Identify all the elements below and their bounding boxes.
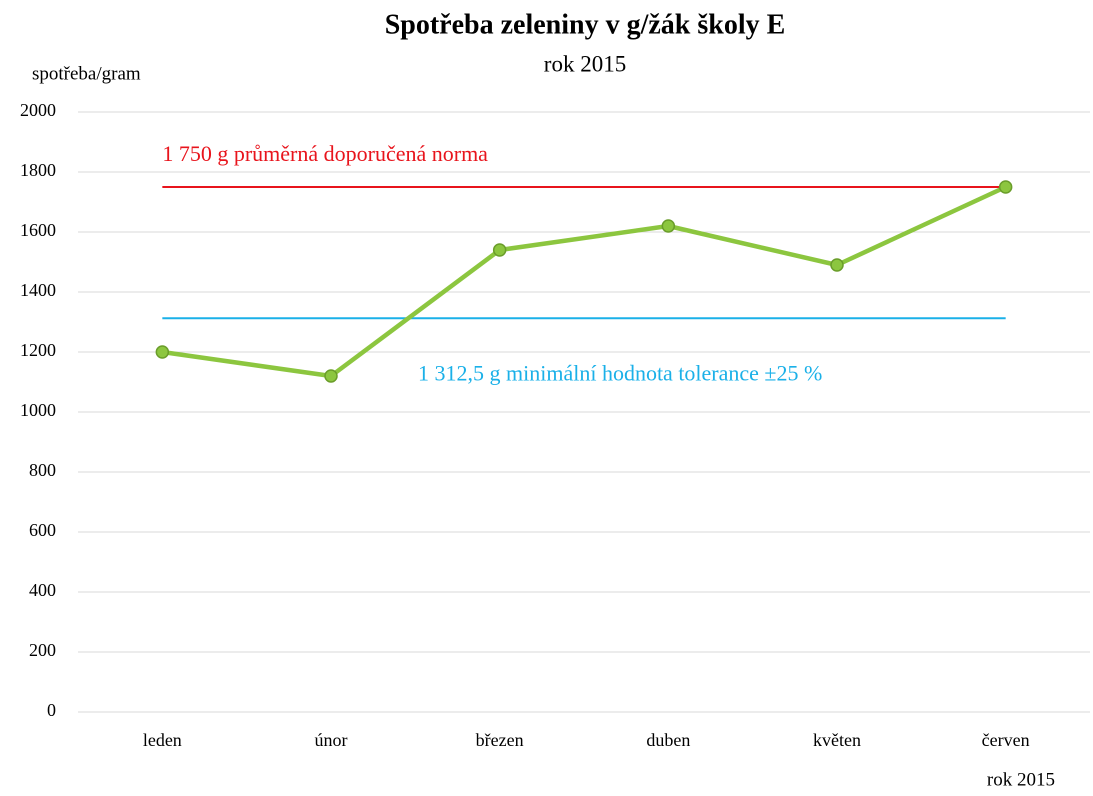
data-point xyxy=(155,345,170,359)
reference-label: 1 312,5 g minimální hodnota tolerance ±2… xyxy=(418,360,822,385)
y-tick-label: 600 xyxy=(29,520,56,540)
x-tick-label: červen xyxy=(982,730,1030,750)
y-axis-label: spotřeba/gram xyxy=(32,63,141,84)
x-axis-label: rok 2015 xyxy=(987,769,1055,790)
x-tick-label: květen xyxy=(813,730,861,750)
y-tick-label: 400 xyxy=(29,580,56,600)
data-point xyxy=(324,369,338,383)
data-point xyxy=(661,219,676,233)
y-tick-label: 1200 xyxy=(20,340,56,360)
data-line xyxy=(162,184,1007,379)
y-tick-label: 0 xyxy=(47,700,56,720)
y-tick-label: 2000 xyxy=(20,100,56,120)
y-tick-label: 1000 xyxy=(20,400,56,420)
chart-title: Spotřeba zeleniny v g/žák školy E xyxy=(385,9,786,40)
x-tick-label: únor xyxy=(315,730,348,750)
x-tick-label: březen xyxy=(476,730,524,750)
y-tick-label: 800 xyxy=(29,460,56,480)
data-point xyxy=(830,258,844,272)
data-point xyxy=(492,243,507,257)
y-tick-label: 1800 xyxy=(20,160,56,180)
y-tick-label: 1600 xyxy=(20,220,56,240)
x-tick-label: duben xyxy=(646,730,690,750)
reference-label: 1 750 g průměrná doporučená norma xyxy=(162,141,488,166)
y-tick-label: 200 xyxy=(29,640,56,660)
data-point xyxy=(998,180,1013,194)
chart-subtitle: rok 2015 xyxy=(544,51,626,76)
x-tick-label: leden xyxy=(143,730,182,750)
y-tick-label: 1400 xyxy=(20,280,56,300)
